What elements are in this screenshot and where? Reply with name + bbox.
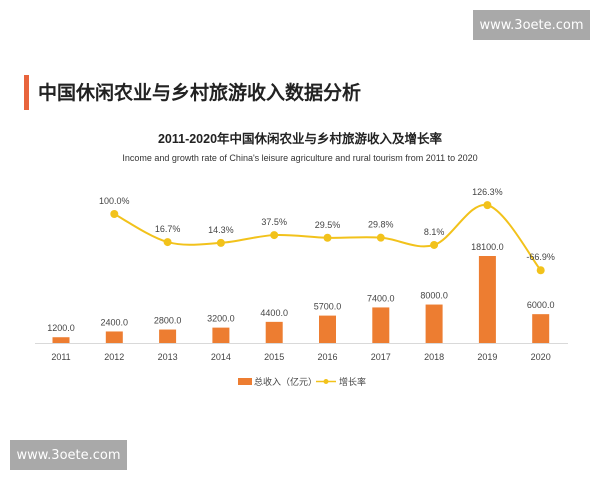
chart-title: 2011-2020年中国休闲农业与乡村旅游收入及增长率	[158, 131, 443, 146]
x-tick-label: 2014	[211, 352, 231, 362]
line-point	[270, 231, 279, 240]
x-tick-label: 2018	[424, 352, 444, 362]
line-value-label: 14.3%	[208, 225, 234, 235]
bar	[532, 314, 550, 343]
bar-value-label: 3200.0	[207, 314, 235, 324]
line-value-label: 8.1%	[424, 227, 445, 237]
bar-value-label: 6000.0	[527, 300, 555, 310]
watermark: www.3oete.com	[10, 440, 127, 470]
bar	[159, 329, 177, 343]
legend-line-marker	[323, 379, 329, 384]
bar-value-label: 4400.0	[260, 308, 288, 318]
bar	[212, 327, 230, 343]
line-value-label: 100.0%	[99, 196, 130, 206]
bar-value-label: 1200.0	[47, 323, 75, 333]
x-tick-label: 2017	[371, 352, 391, 362]
chart-subtitle: Income and growth rate of China's leisur…	[122, 153, 477, 163]
legend-label: 增长率	[339, 376, 366, 387]
bar	[52, 337, 70, 343]
bar-value-label: 8000.0	[420, 291, 448, 301]
bar-value-label: 2800.0	[154, 316, 182, 326]
line-point	[163, 238, 172, 247]
bar-value-label: 2400.0	[101, 317, 129, 327]
line-point	[430, 240, 439, 249]
bar-value-label: 7400.0	[367, 293, 395, 303]
x-tick-label: 2012	[104, 352, 124, 362]
line-point	[110, 210, 119, 218]
line-point	[323, 233, 332, 242]
bar	[478, 256, 496, 343]
x-tick-label: 2011	[51, 352, 70, 362]
line-point	[376, 233, 385, 242]
legend: 总收入（亿元） 增长率	[238, 376, 366, 387]
line-value-label: -66.9%	[526, 252, 555, 262]
bar-value-label: 5700.0	[314, 302, 342, 312]
legend-label: 总收入（亿元）	[254, 376, 317, 387]
bar	[319, 315, 336, 343]
x-tick-label: 2013	[158, 352, 178, 362]
bar	[265, 321, 283, 343]
line-point	[536, 266, 545, 275]
line-value-label: 126.3%	[472, 187, 503, 197]
bar	[425, 304, 443, 343]
line-value-label: 37.5%	[261, 217, 287, 227]
x-tick-label: 2016	[317, 352, 337, 362]
heading-accent-bar	[24, 75, 29, 110]
x-tick-label: 2019	[477, 352, 497, 362]
page-heading: 中国休闲农业与乡村旅游收入数据分析	[38, 82, 362, 104]
line-point	[483, 201, 492, 210]
bar	[105, 331, 123, 343]
bar-value-label: 18100.0	[471, 242, 504, 252]
line-value-label: 29.5%	[315, 220, 341, 230]
line-value-label: 16.7%	[155, 224, 181, 234]
x-tick-label: 2020	[531, 352, 551, 362]
x-tick-label: 2015	[264, 352, 284, 362]
line-value-label: 29.8%	[368, 220, 394, 230]
bar	[372, 307, 390, 343]
legend-bar-swatch	[238, 378, 252, 385]
line-point	[216, 238, 225, 247]
watermark: www.3oete.com	[473, 10, 590, 40]
